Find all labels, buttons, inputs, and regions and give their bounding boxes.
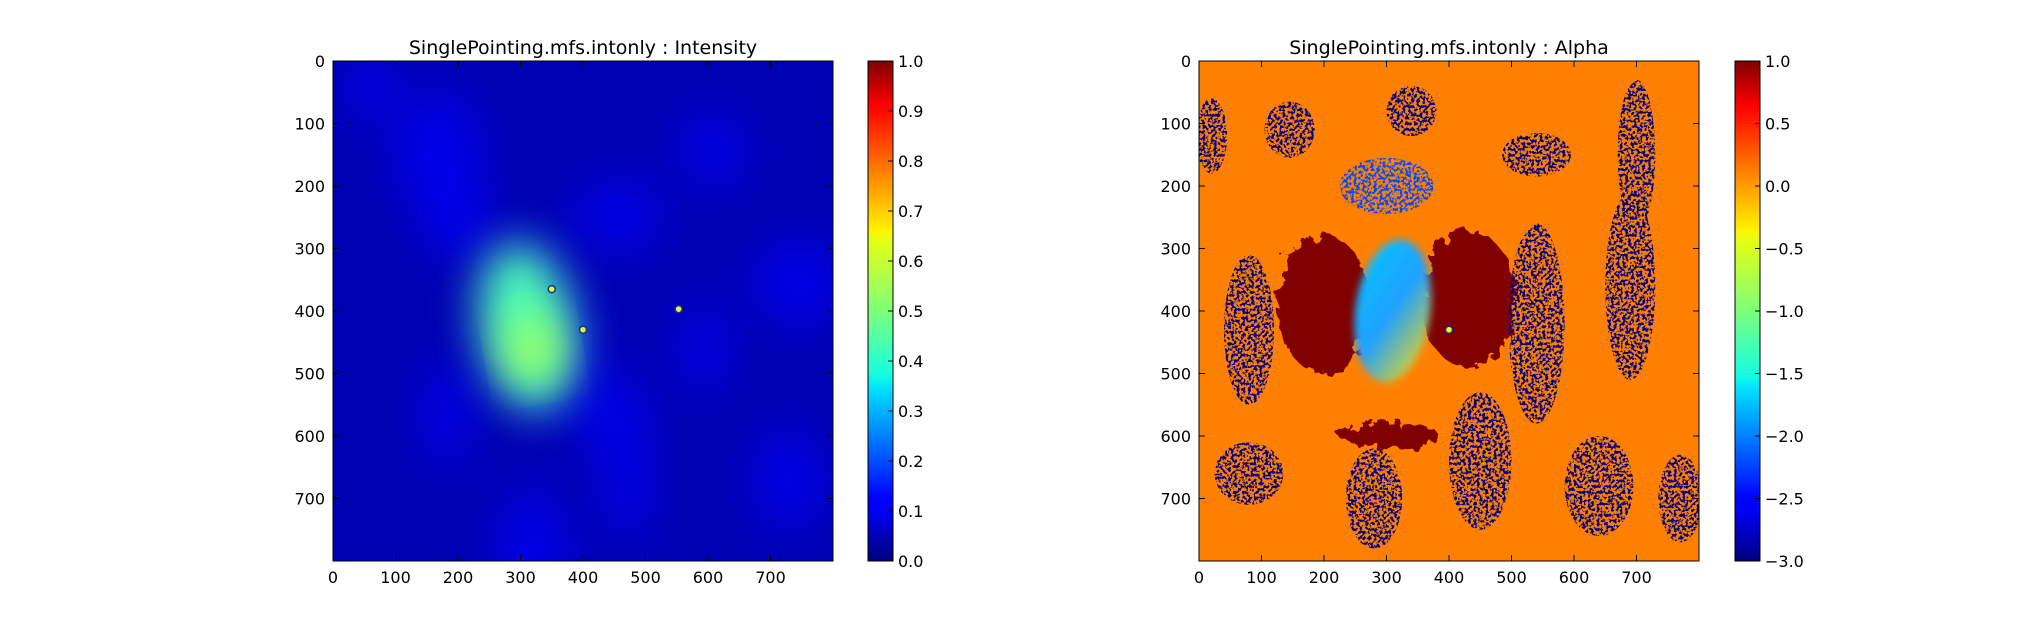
y-tick-label: 300 [294, 240, 325, 259]
colorbar-tick-label: 0.5 [1765, 115, 1790, 134]
heatmap-feature-noise [1339, 157, 1434, 215]
heatmap-feature-noise [1605, 192, 1656, 380]
x-tick-label: 100 [380, 568, 411, 587]
y-tick-label: 700 [294, 490, 325, 509]
colorbar-tick-label: 0.3 [898, 402, 923, 421]
x-tick-label: 200 [443, 568, 474, 587]
colorbar-tick-label: 1.0 [898, 52, 923, 71]
sidelobe-texture [421, 364, 472, 466]
heatmap-image [333, 61, 833, 561]
y-tick-label: 500 [294, 365, 325, 384]
y-tick-label: 600 [1160, 427, 1191, 446]
x-tick-label: 400 [1434, 568, 1465, 587]
heatmap-feature-noise [1224, 254, 1274, 405]
heatmap-feature-point [1444, 325, 1454, 334]
sidelobe-texture [678, 305, 729, 391]
heatmap-feature-lobe [1277, 236, 1371, 374]
heatmap-feature-noise [1345, 448, 1403, 549]
x-tick-label: 400 [568, 568, 599, 587]
heatmap-feature-point [578, 325, 588, 334]
colorbar-tick-label: 0.0 [1765, 177, 1790, 196]
y-tick-label: 500 [1160, 365, 1191, 384]
heatmap-feature-noise [1449, 392, 1512, 530]
y-tick-label: 700 [1160, 490, 1191, 509]
sidelobe-texture [754, 429, 825, 531]
y-tick-label: 300 [1160, 240, 1191, 259]
x-tick-label: 600 [693, 568, 724, 587]
y-tick-label: 0 [1181, 52, 1191, 71]
heatmap-feature-noise [1386, 86, 1437, 136]
heatmap-feature-noise [1214, 442, 1284, 505]
chart-title: SinglePointing.mfs.intonly : Alpha [1289, 37, 1609, 59]
heatmap-feature-blob [507, 320, 559, 377]
colorbar-tick-label: 0.4 [898, 352, 923, 371]
sidelobe-texture [678, 116, 748, 186]
x-tick-label: 700 [1621, 568, 1652, 587]
heatmap-feature-point [547, 284, 556, 294]
x-tick-label: 500 [1496, 568, 1527, 587]
x-tick-label: 300 [1371, 568, 1402, 587]
colorbar-tick-label: 0.2 [898, 452, 923, 471]
heatmap-feature-band [1339, 423, 1440, 449]
x-tick-label: 500 [630, 568, 661, 587]
y-tick-label: 400 [1160, 302, 1191, 321]
sidelobe-texture [497, 488, 568, 561]
sidelobe-texture [573, 181, 663, 251]
colorbar-tick-label: 1.0 [1765, 52, 1790, 71]
colorbar-tick-label: −1.5 [1765, 365, 1804, 384]
colorbar-tick-label: −2.5 [1765, 490, 1804, 509]
y-tick-label: 600 [294, 427, 325, 446]
colorbar-tick-label: 0.8 [898, 152, 923, 171]
y-tick-label: 200 [1160, 177, 1191, 196]
heatmap-feature-blob [1354, 239, 1432, 383]
heatmap-feature-noise [1199, 98, 1228, 174]
alpha-panel: SinglePointing.mfs.intonly : Alpha 0 100 20… [1160, 37, 1803, 587]
heatmap-image [1199, 61, 1699, 561]
heatmap-feature-noise [1508, 223, 1565, 424]
x-tick-label: 600 [1559, 568, 1590, 587]
sidelobe-texture [392, 90, 483, 208]
heatmap-feature-point [674, 304, 683, 314]
colorbar [867, 60, 894, 562]
intensity-panel: SinglePointing.mfs.intonly : Intensity 0 1… [294, 37, 923, 587]
chart-title: SinglePointing.mfs.intonly : Intensity [409, 37, 757, 59]
sidelobe-texture [753, 240, 833, 326]
heatmap-feature-noise [1502, 132, 1571, 177]
heatmap-feature-noise [1617, 79, 1656, 230]
colorbar-tick-label: −3.0 [1765, 552, 1804, 571]
heatmap-feature-noise [1264, 101, 1315, 158]
colorbar-tick-label: −2.0 [1765, 427, 1804, 446]
colorbar-tick-label: −0.5 [1765, 240, 1804, 259]
y-tick-label: 0 [315, 52, 325, 71]
colorbar-tick-label: 0.9 [898, 102, 923, 121]
colorbar-tick-label: 0.7 [898, 202, 923, 221]
x-tick-label: 0 [1194, 568, 1204, 587]
heatmap-feature-lobe [1420, 229, 1515, 368]
y-tick-label: 400 [294, 302, 325, 321]
y-tick-label: 200 [294, 177, 325, 196]
x-tick-label: 100 [1246, 568, 1277, 587]
heatmap-feature-noise [1658, 454, 1699, 543]
heatmap-feature-noise [1564, 436, 1634, 536]
x-tick-label: 200 [1309, 568, 1340, 587]
x-tick-label: 0 [328, 568, 338, 587]
colorbar-tick-label: 0.5 [898, 302, 923, 321]
y-tick-label: 100 [1160, 115, 1191, 134]
colorbar-tick-label: 0.1 [898, 502, 923, 521]
colorbar-tick-label: 0.6 [898, 252, 923, 271]
x-tick-label: 700 [755, 568, 786, 587]
sidelobe-texture [573, 370, 644, 456]
colorbar-tick-label: −1.0 [1765, 302, 1804, 321]
y-tick-label: 100 [294, 115, 325, 134]
x-tick-label: 300 [505, 568, 536, 587]
sidelobe-texture [345, 61, 396, 121]
colorbar-tick-label: 0.0 [898, 552, 923, 571]
